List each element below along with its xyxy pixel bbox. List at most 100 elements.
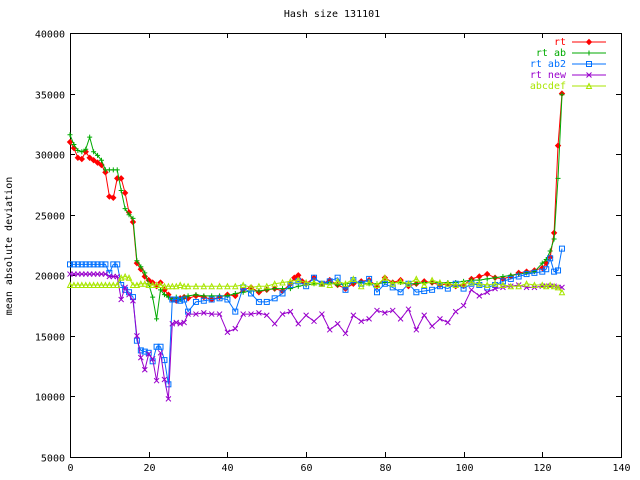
data-point bbox=[421, 312, 428, 319]
data-point bbox=[114, 273, 121, 280]
y-tick-label: 15000 bbox=[35, 333, 65, 344]
data-point bbox=[232, 308, 239, 315]
data-point bbox=[66, 138, 74, 146]
data-point bbox=[515, 273, 522, 280]
data-point bbox=[158, 287, 164, 293]
data-point bbox=[335, 282, 341, 288]
data-point bbox=[216, 295, 223, 302]
data-point bbox=[279, 311, 286, 317]
data-point bbox=[121, 189, 129, 197]
data-point bbox=[67, 261, 73, 268]
data-point bbox=[122, 206, 128, 212]
data-point bbox=[523, 271, 530, 278]
y-tick-label: 10000 bbox=[35, 393, 65, 404]
data-point bbox=[468, 278, 475, 286]
data-point bbox=[310, 278, 318, 286]
data-point bbox=[413, 289, 420, 296]
legend-label: abcdef bbox=[530, 81, 566, 92]
data-point bbox=[428, 276, 436, 284]
data-point bbox=[460, 280, 467, 287]
data-point bbox=[130, 297, 136, 304]
data-point bbox=[389, 280, 397, 287]
data-point bbox=[551, 268, 558, 275]
data-point bbox=[483, 281, 491, 288]
data-point bbox=[200, 309, 207, 316]
data-point bbox=[70, 281, 78, 288]
data-point bbox=[209, 293, 215, 299]
data-point bbox=[272, 286, 278, 292]
legend-label: rt ab bbox=[536, 48, 566, 59]
data-point bbox=[94, 159, 101, 166]
data-point bbox=[169, 282, 176, 290]
data-point bbox=[90, 156, 97, 164]
data-point bbox=[129, 281, 137, 288]
plot-frame bbox=[70, 33, 622, 458]
data-point bbox=[499, 281, 507, 288]
data-point bbox=[389, 307, 396, 314]
data-point bbox=[224, 282, 231, 290]
data-point bbox=[216, 282, 223, 290]
data-point bbox=[381, 280, 388, 287]
x-tick-label: 80 bbox=[379, 463, 391, 474]
data-point bbox=[126, 291, 132, 298]
data-point bbox=[98, 281, 105, 288]
data-point bbox=[165, 282, 172, 290]
data-point bbox=[558, 288, 566, 296]
data-point bbox=[543, 266, 550, 273]
data-point bbox=[523, 280, 530, 287]
data-point bbox=[476, 293, 483, 299]
data-point bbox=[173, 319, 180, 326]
data-point bbox=[413, 326, 420, 333]
data-point bbox=[169, 296, 176, 303]
data-point bbox=[302, 278, 310, 286]
data-point bbox=[585, 82, 593, 89]
data-point bbox=[547, 248, 553, 254]
data-point bbox=[550, 282, 558, 290]
x-tick-label: 20 bbox=[143, 463, 155, 474]
data-point bbox=[280, 286, 286, 292]
data-point bbox=[134, 333, 140, 339]
data-point bbox=[500, 273, 506, 279]
data-point bbox=[515, 282, 522, 290]
data-point bbox=[232, 290, 238, 296]
data-point bbox=[177, 320, 184, 327]
data-point bbox=[334, 274, 341, 281]
data-point bbox=[224, 296, 231, 303]
data-point bbox=[117, 274, 125, 281]
data-point bbox=[397, 289, 404, 296]
data-point bbox=[397, 277, 404, 285]
data-point bbox=[192, 298, 199, 305]
x-tick-label: 120 bbox=[533, 463, 551, 474]
data-point bbox=[263, 312, 270, 319]
legend-label: rt new bbox=[530, 70, 567, 81]
data-point bbox=[224, 293, 230, 299]
data-point bbox=[145, 351, 152, 357]
data-point bbox=[102, 261, 109, 268]
data-point bbox=[499, 278, 506, 285]
axis-ticks: 5000 10000 15000 20000 25000 30000 35000 40000 0… bbox=[35, 30, 631, 475]
y-axis-label: mean absolute deviation bbox=[4, 177, 15, 315]
data-point bbox=[134, 258, 140, 264]
data-point bbox=[452, 280, 459, 287]
data-point bbox=[184, 282, 192, 290]
data-point bbox=[98, 157, 104, 163]
series-rt bbox=[66, 90, 566, 304]
data-point bbox=[109, 281, 117, 288]
data-point bbox=[303, 283, 310, 290]
data-point bbox=[551, 236, 557, 242]
data-point bbox=[240, 311, 247, 317]
data-point bbox=[149, 281, 156, 288]
data-point bbox=[74, 261, 81, 268]
data-point bbox=[74, 281, 82, 288]
data-point bbox=[192, 282, 200, 290]
data-point bbox=[373, 289, 380, 296]
y-tick-label: 40000 bbox=[35, 30, 65, 41]
data-point bbox=[67, 132, 73, 138]
data-point bbox=[397, 316, 404, 322]
y-tick-label: 35000 bbox=[35, 91, 65, 102]
data-point bbox=[531, 269, 538, 276]
data-point bbox=[468, 280, 475, 287]
data-point bbox=[255, 298, 262, 305]
data-point bbox=[137, 280, 145, 287]
data-point bbox=[232, 325, 239, 332]
